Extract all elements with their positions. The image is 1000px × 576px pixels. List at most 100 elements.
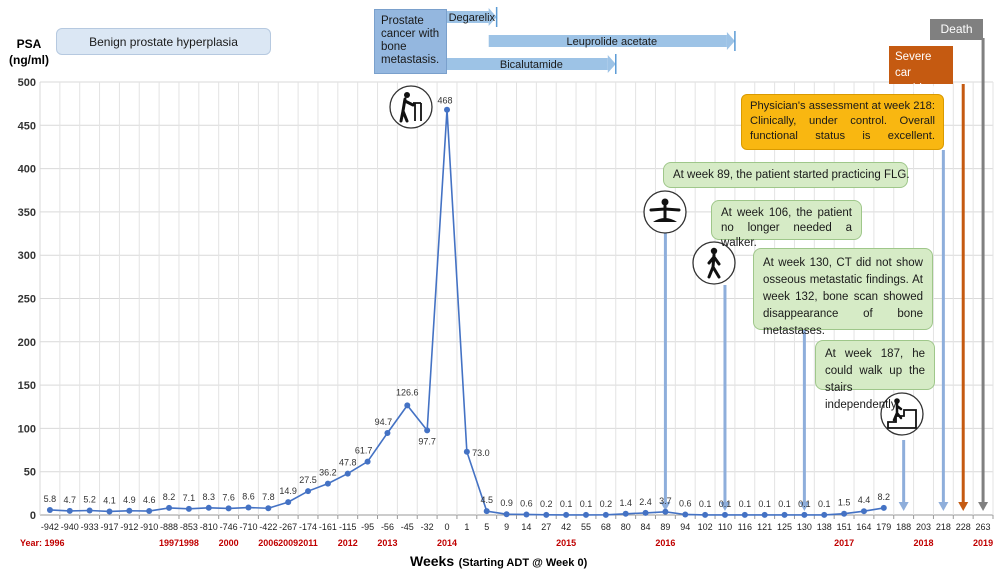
psa-point <box>662 508 669 515</box>
psa-point <box>860 508 867 515</box>
data-label: 0.1 <box>818 499 831 509</box>
data-label: 0.1 <box>699 499 712 509</box>
x-tick-label: 125 <box>777 522 792 532</box>
year-label: 2015 <box>556 538 576 548</box>
event-arrow-head <box>978 502 989 511</box>
treatment-label: Leuprolide acetate <box>567 36 658 48</box>
data-labels: 5.8 4.7 5.2 4.1 4.9 4.6 8.2 7.1 8.3 7.6 8.6 7.8 14.9… <box>44 96 890 509</box>
x-tick-label: 116 <box>738 522 752 532</box>
x-tick-label: -95 <box>361 522 374 532</box>
psa-point <box>463 448 470 455</box>
x-tick-label: 138 <box>817 522 832 532</box>
x-tick-label: -933 <box>81 522 99 532</box>
data-label: 0.1 <box>739 499 752 509</box>
week106-note: At week 106, the patient no longer neede… <box>711 200 862 249</box>
prostate-cancer-box: Prostate cancer with bone metastasis. <box>374 9 447 74</box>
data-label: 36.2 <box>319 468 337 478</box>
data-label: 4.7 <box>64 495 77 505</box>
data-label: 0.2 <box>600 499 613 509</box>
week89-note: At week 89, the patient started practici… <box>663 162 910 188</box>
event-icons <box>389 85 924 436</box>
x-tick-label: 179 <box>876 522 891 532</box>
year-label: 2009 <box>278 538 298 548</box>
meditation-icon <box>643 190 687 234</box>
data-label: 5.8 <box>44 494 57 504</box>
x-tick-label: 102 <box>698 522 713 532</box>
data-label: 0.9 <box>500 498 513 508</box>
x-tick-label: -267 <box>279 522 297 532</box>
icon-head <box>894 398 900 404</box>
y-tick-label: 250 <box>18 294 36 306</box>
icon-climber <box>892 402 903 422</box>
x-tick-label: 42 <box>561 522 571 532</box>
x-tick-label: 14 <box>521 522 531 532</box>
icon-body <box>707 253 721 279</box>
psa-point <box>285 499 292 506</box>
x-tick-label: -910 <box>140 522 158 532</box>
treatment-bars: Degarelix Leuprolide acetate Bicalutamide <box>447 7 736 74</box>
data-label: 94.7 <box>375 417 393 427</box>
psa-point <box>364 458 371 465</box>
x-tick-label: 80 <box>621 522 631 532</box>
x-tick-label: 5 <box>484 522 489 532</box>
x-axis-title-sub: (Starting ADT @ Week 0) <box>458 557 588 569</box>
x-tick-label: -115 <box>339 522 356 532</box>
psa-point <box>384 429 391 436</box>
x-tick-label: 228 <box>956 522 971 532</box>
psa-point <box>66 507 73 514</box>
treatment-bar <box>447 58 608 70</box>
data-label: 4.9 <box>123 495 136 505</box>
y-tick-label: 150 <box>18 380 36 392</box>
psa-point <box>880 504 887 511</box>
week187-note: At week 187, he could walk up the stairs… <box>815 340 935 411</box>
x-tick-label: 188 <box>896 522 911 532</box>
year-label: 2018 <box>913 538 933 548</box>
event-arrow-head <box>898 502 909 511</box>
x-tick-label: -174 <box>299 522 317 532</box>
data-label: 7.6 <box>222 492 235 502</box>
x-tick-label: -746 <box>220 522 238 532</box>
y-tick-label: 300 <box>18 250 36 262</box>
x-tick-label: -56 <box>381 522 394 532</box>
icon-ring <box>389 85 433 129</box>
y-tick-label: 500 <box>18 77 36 89</box>
psa-point <box>106 508 113 515</box>
x-tick-label: -810 <box>200 522 218 532</box>
year-label: 2016 <box>655 538 675 548</box>
psa-point <box>721 511 728 518</box>
icon-body <box>399 97 415 123</box>
psa-point <box>702 511 709 518</box>
data-label: 5.2 <box>83 494 96 504</box>
psa-point <box>682 511 689 518</box>
psa-series <box>46 106 887 518</box>
treatment-label: Degarelix <box>449 12 496 24</box>
psa-point <box>146 508 153 515</box>
year-label: 2017 <box>834 538 854 548</box>
data-label: 8.2 <box>163 492 176 502</box>
x-tick-label: 263 <box>976 522 991 532</box>
psa-point <box>741 511 748 518</box>
data-label: 4.4 <box>858 495 871 505</box>
data-label: 0.1 <box>798 499 811 509</box>
psa-point <box>841 510 848 517</box>
y-axis-title: PSA (ng/ml) <box>9 36 49 68</box>
y-tick-label: 200 <box>18 337 36 349</box>
psa-point <box>424 427 431 434</box>
death-box: Death <box>930 19 983 40</box>
physician-assessment-box: Physician's assessment at week 218: Clin… <box>741 94 944 150</box>
data-label: 73.0 <box>472 448 490 458</box>
data-label: 0.1 <box>778 499 791 509</box>
data-label: 0.1 <box>758 499 771 509</box>
treatment-arrowhead <box>607 55 616 73</box>
x-tick-label: 151 <box>837 522 852 532</box>
psa-point <box>166 504 173 511</box>
x-tick-label: -710 <box>239 522 257 532</box>
y-axis-title-line1: PSA <box>16 37 42 51</box>
year-label: Year: 1996 <box>20 538 65 548</box>
icon-stairs <box>887 409 917 429</box>
icon-head <box>661 198 669 206</box>
data-label: 61.7 <box>355 446 373 456</box>
car-accident-box: Severe car accident <box>889 46 953 95</box>
icon-walker-frame <box>413 102 422 121</box>
